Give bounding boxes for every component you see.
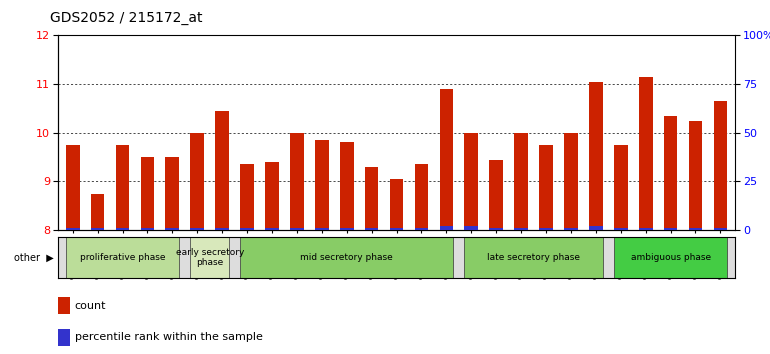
Bar (514, 133, 528, 230)
Bar (190, 133, 204, 230)
Bar (539, 145, 553, 230)
Bar (664, 228, 678, 230)
Bar (414, 228, 428, 230)
Text: percentile rank within the sample: percentile rank within the sample (75, 332, 263, 342)
Text: late secretory phase: late secretory phase (487, 253, 580, 262)
Bar (315, 140, 329, 230)
Bar (464, 226, 478, 230)
Bar (216, 228, 229, 230)
Text: ambiguous phase: ambiguous phase (631, 253, 711, 262)
Bar (116, 228, 129, 230)
Bar (365, 228, 379, 230)
Bar (639, 228, 652, 230)
Bar (265, 228, 279, 230)
Bar (166, 157, 179, 230)
Bar (58, 297, 70, 314)
Text: mid secretory phase: mid secretory phase (300, 253, 393, 262)
Bar (290, 228, 303, 230)
Bar (290, 133, 303, 230)
Bar (440, 89, 454, 230)
Bar (340, 142, 353, 230)
Bar (66, 228, 79, 230)
Bar (365, 167, 379, 230)
Bar (440, 226, 454, 230)
Bar (91, 194, 105, 230)
Bar (66, 237, 179, 278)
Bar (688, 228, 702, 230)
Bar (639, 77, 652, 230)
Bar (414, 164, 428, 230)
Bar (714, 228, 727, 230)
Bar (464, 133, 478, 230)
Bar (390, 228, 403, 230)
Text: GDS2052 / 215172_at: GDS2052 / 215172_at (50, 11, 203, 25)
Bar (340, 228, 353, 230)
Bar (589, 82, 603, 230)
Bar (390, 179, 403, 230)
Bar (464, 237, 603, 278)
Bar (116, 145, 129, 230)
Bar (240, 237, 454, 278)
Bar (539, 228, 553, 230)
Bar (66, 145, 79, 230)
Bar (166, 228, 179, 230)
Bar (240, 228, 254, 230)
Bar (490, 160, 503, 230)
Bar (190, 237, 229, 278)
Text: early secretory
phase: early secretory phase (176, 248, 244, 267)
Bar (315, 228, 329, 230)
Bar (564, 133, 578, 230)
Bar (91, 228, 105, 230)
Bar (714, 101, 727, 230)
Bar (614, 228, 628, 230)
Text: count: count (75, 301, 106, 310)
Bar (265, 162, 279, 230)
Bar (688, 121, 702, 230)
Bar (141, 157, 154, 230)
Bar (58, 329, 70, 346)
Text: other  ▶: other ▶ (14, 252, 54, 263)
Bar (190, 228, 204, 230)
Bar (240, 164, 254, 230)
Bar (664, 116, 678, 230)
Bar (589, 226, 603, 230)
Text: proliferative phase: proliferative phase (80, 253, 166, 262)
Bar (614, 237, 727, 278)
Bar (141, 228, 154, 230)
Bar (614, 145, 628, 230)
Bar (514, 228, 528, 230)
Bar (564, 228, 578, 230)
Bar (216, 111, 229, 230)
Bar (490, 228, 503, 230)
